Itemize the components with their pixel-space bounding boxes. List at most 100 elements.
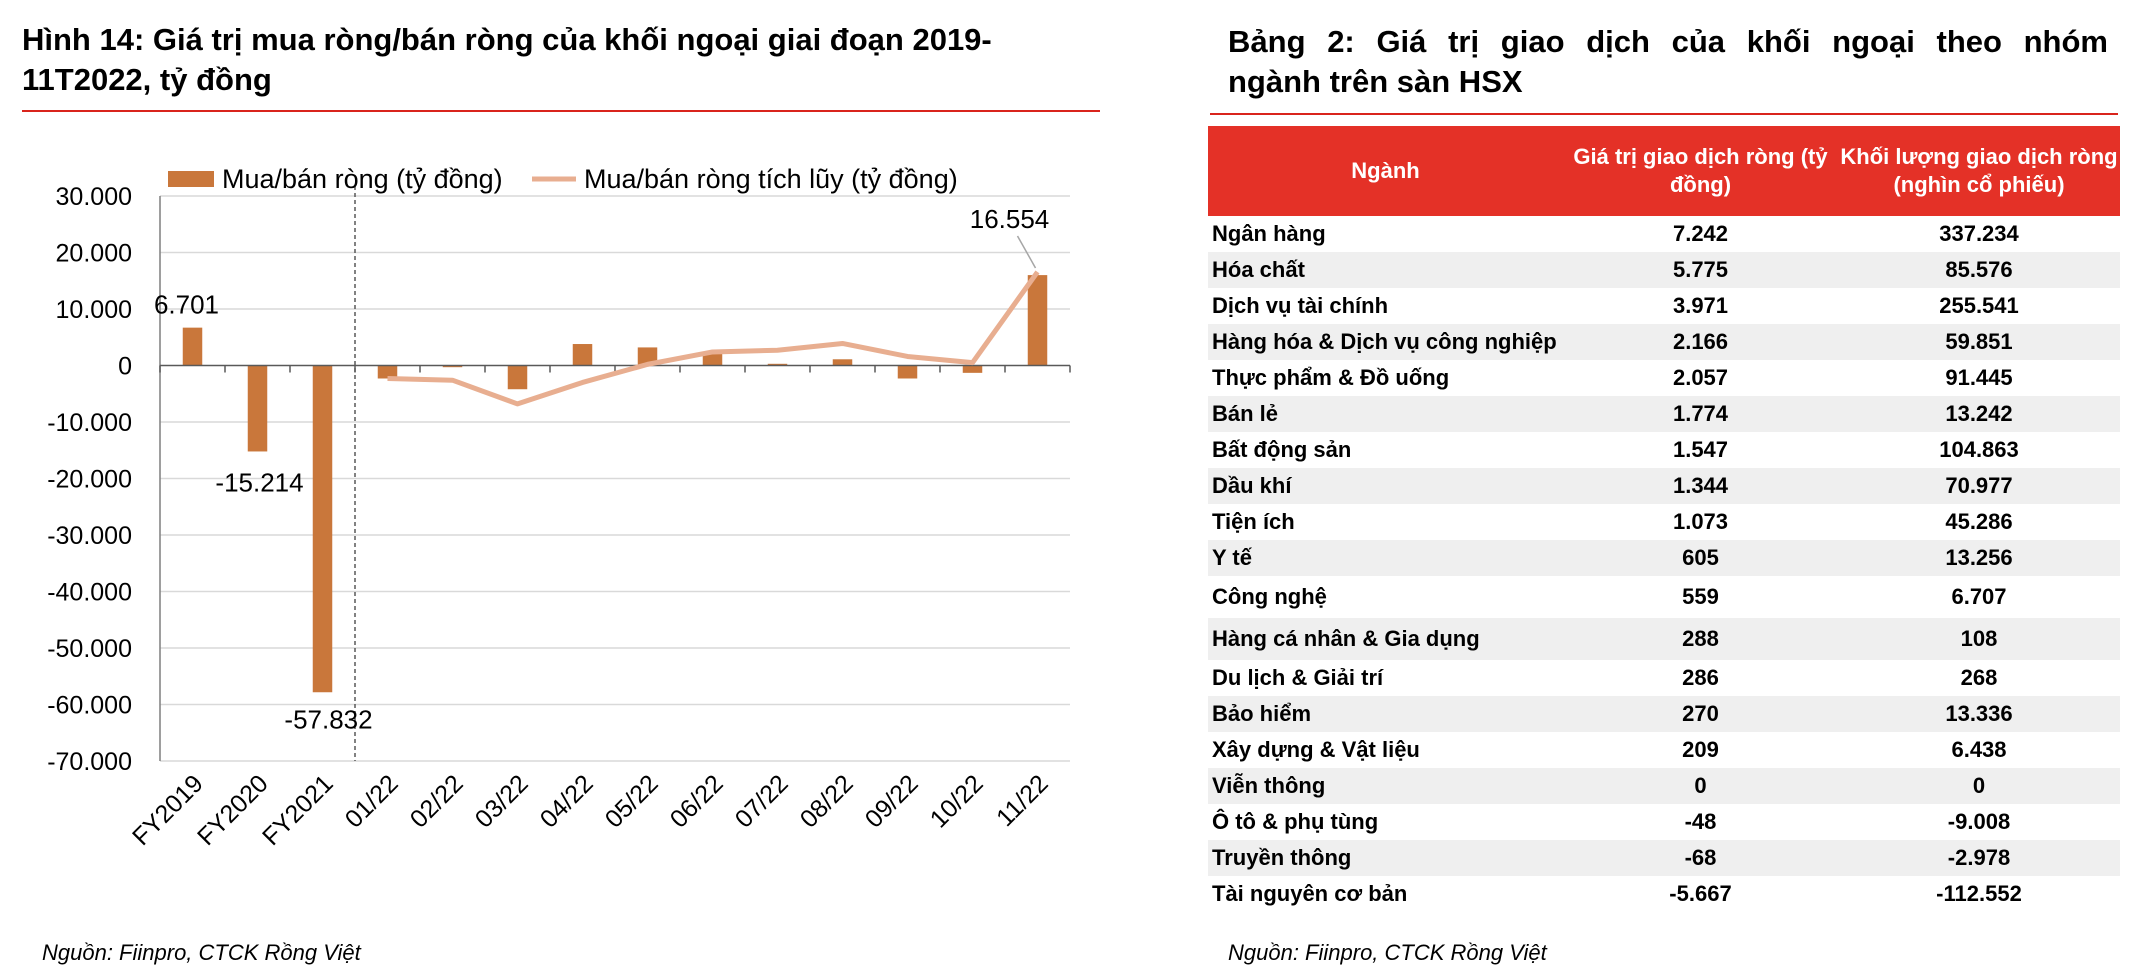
- x-tick-label: FY2020: [192, 769, 274, 851]
- y-tick-label: -30.000: [47, 522, 132, 550]
- cell-net-volume: 268: [1960, 665, 1998, 690]
- cell-net-value: 1.073: [1672, 509, 1729, 534]
- cell-sector: Ô tô & phụ tùng: [1212, 809, 1379, 834]
- bar-06-22: [702, 353, 723, 366]
- cell-net-value: -48: [1684, 809, 1717, 834]
- data-label: 16.554: [970, 204, 1050, 234]
- y-tick-label: 10.000: [56, 296, 132, 324]
- table-source-note: Nguồn: Fiinpro, CTCK Rồng Việt: [1228, 940, 1547, 965]
- chart-title: Hình 14: Giá trị mua ròng/bán ròng của k…: [22, 20, 1122, 100]
- table-title-line2: ngành trên sàn HSX: [1228, 64, 1523, 99]
- x-tick-label: 07/22: [730, 769, 794, 833]
- cell-sector: Xây dựng & Vật liệu: [1212, 737, 1420, 762]
- x-tick-label: FY2019: [127, 769, 209, 851]
- x-tick-label: 11/22: [991, 769, 1054, 832]
- cell-net-value: 209: [1682, 737, 1719, 762]
- table-row: Xây dựng & Vật liệu 209 6.438: [1208, 732, 2120, 768]
- cell-sector: Tài nguyên cơ bản: [1212, 881, 1408, 906]
- cell-net-value: 1.547: [1672, 437, 1729, 462]
- cell-net-volume: 255.541: [1939, 293, 2019, 318]
- data-label: 6.701: [154, 290, 219, 320]
- sector-trading-table: Ngành Giá trị giao dịch ròng (tỷ đồng) K…: [1208, 126, 2120, 912]
- cell-sector: Y tế: [1208, 540, 1563, 576]
- bar-FY2019: [182, 327, 203, 366]
- cell-net-volume: 13.336: [1838, 696, 2120, 732]
- y-tick-label: 20.000: [56, 240, 132, 268]
- table-title-line1: Bảng 2: Giá trị giao dịch của khối ngoại…: [1228, 24, 2108, 59]
- cell-sector: Thực phẩm & Đồ uống: [1212, 365, 1450, 390]
- y-tick-label: -70.000: [47, 748, 132, 776]
- x-tick-label: 04/22: [535, 769, 599, 833]
- bar-08-22: [832, 359, 853, 366]
- header-net-volume: Khối lượng giao dịch ròng (nghìn cổ phiế…: [1838, 126, 2120, 216]
- chart-source-note: Nguồn: Fiinpro, CTCK Rồng Việt: [42, 940, 361, 965]
- table-row: Tiện ích 1.073 45.286: [1208, 504, 2120, 540]
- table-row: Hàng hóa & Dịch vụ công nghiệp 2.166 59.85…: [1208, 324, 2120, 360]
- bar-04-22: [572, 344, 593, 366]
- chart-title-line2: 11T2022, tỷ đồng: [22, 62, 272, 97]
- y-tick-label: -40.000: [47, 579, 132, 607]
- x-tick-label: 02/22: [405, 769, 469, 833]
- y-tick-label: -60.000: [47, 692, 132, 720]
- header-sector: Ngành: [1208, 126, 1563, 216]
- x-tick-label: 03/22: [470, 769, 534, 833]
- table-row: Du lịch & Giải trí 286 268: [1208, 660, 2120, 696]
- table-row: Hàng cá nhân & Gia dụng 288 108: [1208, 618, 2120, 660]
- cell-sector: Bảo hiểm: [1208, 696, 1563, 732]
- legend-bar-swatch: [168, 171, 214, 187]
- cell-net-value: -68: [1563, 840, 1838, 876]
- table-row: Tài nguyên cơ bản -5.667 -112.552: [1208, 876, 2120, 912]
- cell-sector: Hàng cá nhân & Gia dụng: [1208, 618, 1563, 660]
- y-tick-label: 30.000: [56, 183, 132, 211]
- table-row: Bán lẻ 1.774 13.242: [1208, 396, 2120, 432]
- cell-sector: Hóa chất: [1208, 252, 1563, 288]
- cell-net-volume: -9.008: [1947, 809, 2011, 834]
- table-title-divider: [1210, 113, 2118, 115]
- net-flow-chart: 30.000 20.000 10.000 0 -10.000 -20.000 -30.000…: [47, 164, 1071, 851]
- table-row: Ô tô & phụ tùng -48 -9.008: [1208, 804, 2120, 840]
- cumulative-line: [387, 270, 1040, 407]
- cell-net-volume: 13.242: [1838, 396, 2120, 432]
- bar-02-22: [442, 365, 463, 368]
- legend-bar-label: Mua/bán ròng (tỷ đồng): [222, 164, 503, 194]
- table-row: Y tế 605 13.256: [1208, 540, 2120, 576]
- table-row: Thực phẩm & Đồ uống 2.057 91.445: [1208, 360, 2120, 396]
- cell-sector: Truyền thông: [1208, 840, 1563, 876]
- cell-net-volume: 91.445: [1945, 365, 2013, 390]
- bar-11-22: [1027, 275, 1048, 366]
- cell-net-value: 559: [1682, 584, 1719, 609]
- table-title: Bảng 2: Giá trị giao dịch của khối ngoại…: [1228, 22, 2108, 102]
- y-tick-label: -10.000: [47, 409, 132, 437]
- x-tick-label: 01/22: [340, 769, 404, 833]
- legend-line-label: Mua/bán ròng tích lũy (tỷ đồng): [584, 164, 958, 194]
- data-label: -57.832: [284, 704, 372, 734]
- cell-sector: Tiện ích: [1212, 509, 1295, 534]
- y-tick-label: -20.000: [47, 466, 132, 494]
- table-row: Viễn thông 0 0: [1208, 768, 2120, 804]
- cell-net-value: 270: [1563, 696, 1838, 732]
- data-label-leader: [1016, 235, 1037, 269]
- y-tick-label: 0: [118, 353, 132, 381]
- cell-net-volume: 104.863: [1939, 437, 2019, 462]
- cell-sector: Viễn thông: [1208, 768, 1563, 804]
- cell-net-value: 1.774: [1563, 396, 1838, 432]
- table-row: Dầu khí 1.344 70.977: [1208, 468, 2120, 504]
- cell-net-value: 5.775: [1563, 252, 1838, 288]
- y-tick-label: -50.000: [47, 635, 132, 663]
- bar-10-22: [962, 365, 983, 373]
- cell-net-volume: -112.552: [1936, 881, 2022, 906]
- cell-net-volume: 108: [1838, 618, 2120, 660]
- bar-09-22: [897, 365, 918, 379]
- header-net-value: Giá trị giao dịch ròng (tỷ đồng): [1563, 126, 1838, 216]
- cell-net-value: 286: [1682, 665, 1719, 690]
- x-tick-label: 08/22: [795, 769, 859, 833]
- cell-net-volume: 6.707: [1951, 584, 2007, 609]
- chart-title-line1: Hình 14: Giá trị mua ròng/bán ròng của k…: [22, 22, 992, 57]
- bar-01-22: [377, 365, 398, 379]
- table-row: Bảo hiểm 270 13.336: [1208, 696, 2120, 732]
- cell-net-value: 7.242: [1672, 221, 1729, 246]
- table-row: Bất động sản 1.547 104.863: [1208, 432, 2120, 468]
- cell-net-value: 605: [1563, 540, 1838, 576]
- cell-sector: Du lịch & Giải trí: [1212, 665, 1384, 690]
- cell-net-value: 288: [1563, 618, 1838, 660]
